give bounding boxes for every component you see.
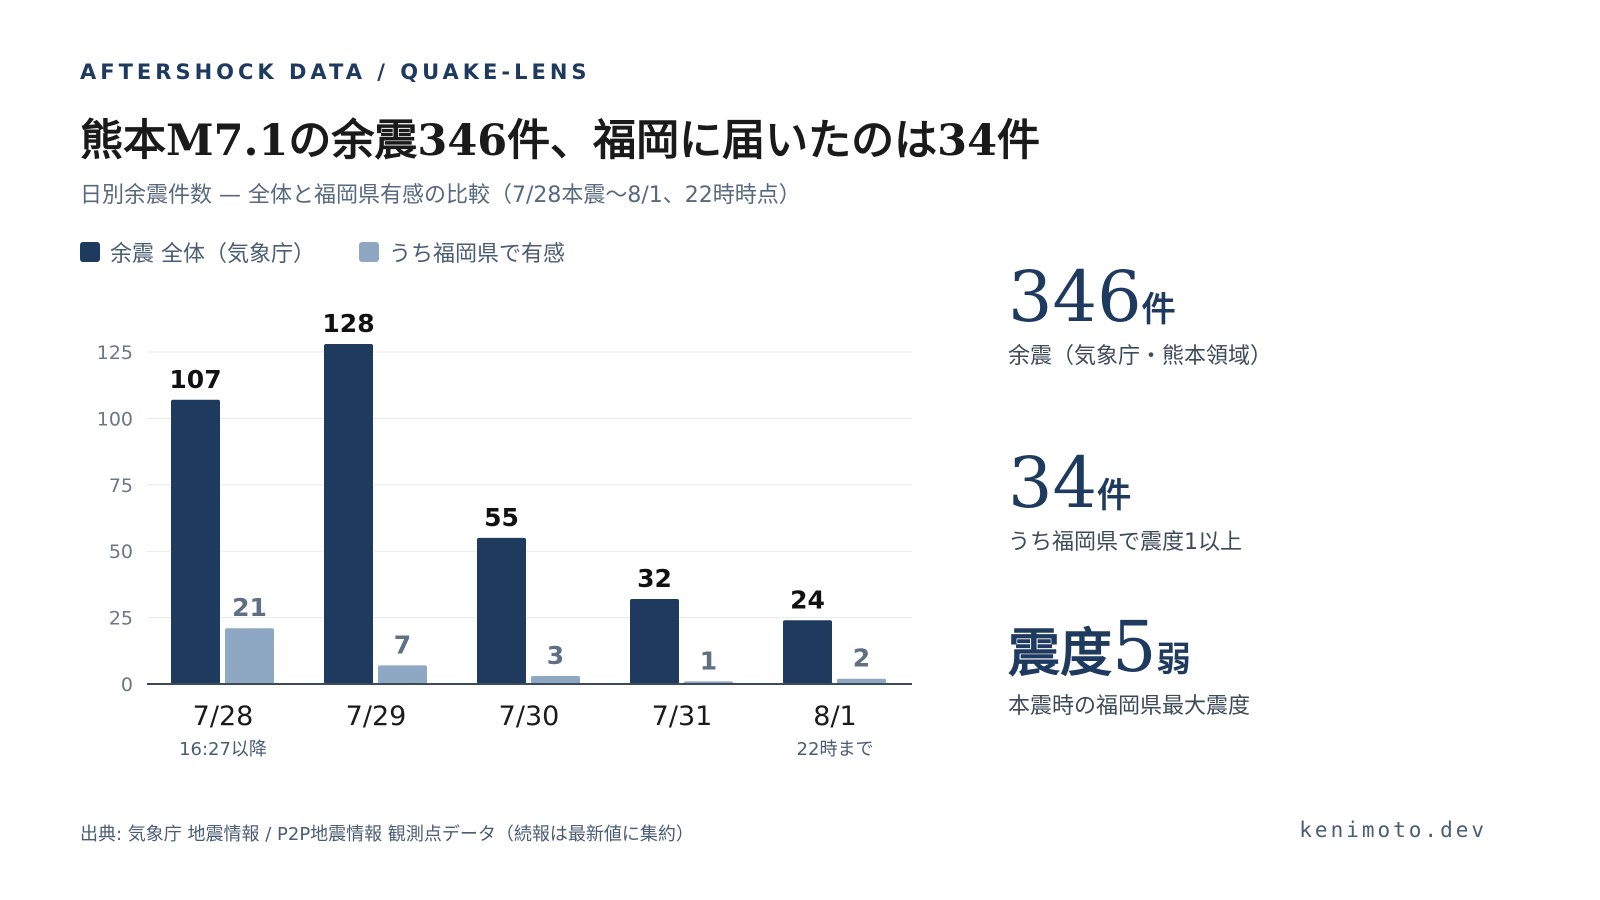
stat-intensity-prefix: 震度: [1008, 624, 1113, 684]
stat-max-intensity: 震度5弱 本震時の福岡県最大震度: [1008, 612, 1250, 720]
data-label-fukuoka: 21: [232, 593, 267, 622]
bar-total: [783, 620, 832, 684]
bar-fukuoka: [378, 665, 427, 684]
bar-chart: 0255075100125107217/2816:27以降12877/29553…: [97, 309, 912, 760]
y-tick-label: 125: [97, 342, 133, 364]
data-label-total: 128: [322, 309, 374, 338]
x-tick-label: 7/29: [346, 701, 407, 732]
y-tick-label: 100: [97, 408, 133, 430]
page-title: 熊本M7.1の余震346件、福岡に届いたのは34件: [80, 116, 1041, 166]
x-tick-label: 7/31: [652, 701, 713, 732]
bar-fukuoka: [531, 676, 580, 684]
y-tick-label: 50: [109, 541, 133, 563]
stat-fukuoka-unit: 件: [1097, 476, 1132, 516]
y-tick-label: 75: [109, 475, 133, 497]
stat-total-number: 346: [1008, 256, 1142, 338]
x-tick-note: 16:27以降: [179, 739, 267, 760]
stat-intensity-number: 5: [1112, 606, 1157, 688]
bar-fukuoka: [837, 678, 886, 684]
data-label-total: 24: [790, 585, 825, 614]
data-label-fukuoka: 2: [853, 644, 870, 673]
data-label-fukuoka: 1: [700, 646, 717, 675]
legend-item-fukuoka: うち福岡県で有感: [359, 236, 565, 268]
stat-fukuoka-felt: 34件 うち福岡県で震度1以上: [1008, 448, 1242, 556]
stat-intensity-value-row: 震度5弱: [1008, 612, 1250, 682]
bar-total: [630, 599, 679, 684]
data-label-total: 55: [484, 503, 519, 532]
source-note: 出典: 気象庁 地震情報 / P2P地震情報 観測点データ（続報は最新値に集約）: [80, 824, 694, 845]
stat-fukuoka-number: 34: [1008, 442, 1098, 524]
site-credit: kenimoto.dev: [1299, 818, 1487, 842]
x-tick-label: 7/30: [499, 701, 560, 732]
stat-intensity-unit: 弱: [1156, 640, 1191, 680]
data-label-total: 32: [637, 564, 672, 593]
stat-fukuoka-label: うち福岡県で震度1以上: [1008, 530, 1242, 555]
y-tick-label: 25: [109, 608, 133, 630]
bar-total: [324, 344, 373, 684]
bar-total: [477, 537, 526, 684]
legend-label-total: 余震 全体（気象庁）: [110, 242, 315, 267]
data-label-fukuoka: 3: [547, 641, 564, 670]
stat-total-label: 余震（気象庁・熊本領域）: [1008, 344, 1273, 369]
x-tick-note: 22時まで: [797, 739, 874, 760]
stat-total-unit: 件: [1141, 290, 1176, 330]
legend-swatch-fukuoka: [359, 242, 379, 262]
page-subtitle: 日別余震件数 — 全体と福岡県有感の比較（7/28本震〜8/1、22時時点）: [80, 183, 801, 208]
x-tick-label: 8/1: [813, 701, 856, 732]
kicker-text: AFTERSHOCK DATA / QUAKE-LENS: [80, 60, 591, 84]
legend-item-total: 余震 全体（気象庁）: [80, 236, 315, 268]
y-tick-label: 0: [121, 674, 133, 696]
data-label-total: 107: [169, 365, 221, 394]
bar-total: [171, 399, 220, 684]
bar-fukuoka: [225, 628, 274, 684]
x-tick-label: 7/28: [193, 701, 254, 732]
stat-fukuoka-value-row: 34件: [1008, 448, 1242, 518]
stat-total-value-row: 346件: [1008, 262, 1272, 332]
data-label-fukuoka: 7: [394, 630, 411, 659]
legend-swatch-total: [80, 242, 100, 262]
legend-label-fukuoka: うち福岡県で有感: [389, 242, 566, 267]
stat-total-aftershocks: 346件 余震（気象庁・熊本領域）: [1008, 262, 1272, 370]
chart-legend: 余震 全体（気象庁） うち福岡県で有感: [80, 236, 609, 268]
stat-intensity-label: 本震時の福岡県最大震度: [1008, 694, 1251, 719]
